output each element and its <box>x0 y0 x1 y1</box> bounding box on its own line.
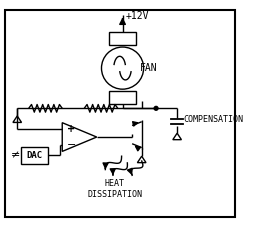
Bar <box>21 147 48 164</box>
Circle shape <box>101 47 143 89</box>
Text: DAC: DAC <box>26 151 42 160</box>
Text: HEAT
DISSIPATION: HEAT DISSIPATION <box>87 179 142 199</box>
Bar <box>109 91 135 103</box>
Text: ≠: ≠ <box>11 150 20 160</box>
Text: +: + <box>67 124 75 134</box>
Text: FAN: FAN <box>139 63 157 73</box>
Bar <box>109 32 135 45</box>
Text: COMPENSATION: COMPENSATION <box>183 115 243 124</box>
Text: +12V: +12V <box>125 11 148 21</box>
Circle shape <box>154 106 157 110</box>
Text: −: − <box>67 140 76 150</box>
